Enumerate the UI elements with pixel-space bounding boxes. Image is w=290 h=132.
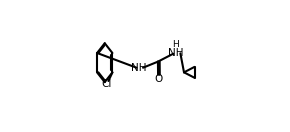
Text: NH: NH (168, 48, 183, 58)
Text: NH: NH (131, 63, 146, 73)
Text: H: H (173, 40, 179, 49)
Text: Cl: Cl (101, 79, 112, 89)
Text: O: O (154, 74, 163, 84)
